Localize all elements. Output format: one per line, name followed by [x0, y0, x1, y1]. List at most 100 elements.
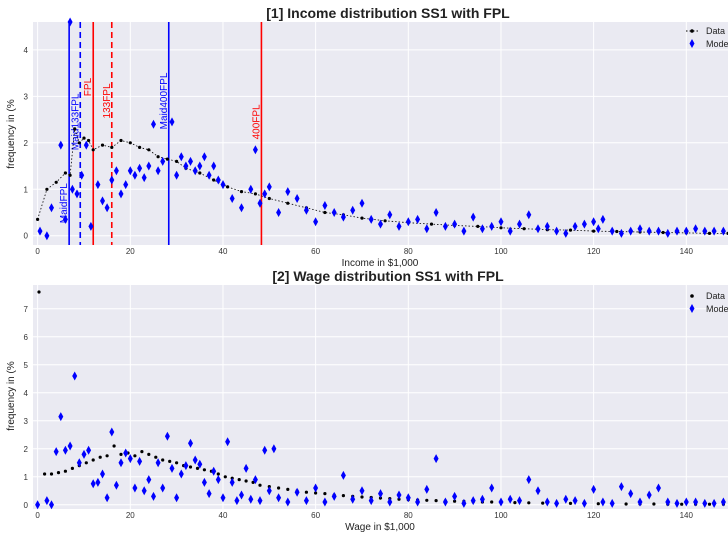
mode-point [637, 224, 643, 234]
mode-point [67, 441, 73, 451]
data-point [624, 502, 628, 506]
mode-point [303, 496, 309, 506]
mode-point [81, 449, 87, 459]
mode-point [197, 459, 203, 469]
data-point [212, 178, 216, 182]
mode-point [618, 228, 624, 238]
mode-point [609, 498, 615, 508]
mode-point [461, 498, 467, 508]
mode-point [498, 497, 504, 507]
y-tick-label: 3 [24, 92, 29, 101]
data-point [253, 192, 257, 196]
mode-point [396, 490, 402, 500]
mode-point [276, 493, 282, 503]
mode-point [433, 208, 439, 217]
data-point [175, 461, 179, 465]
mode-point [452, 491, 458, 501]
mode-point [646, 490, 652, 500]
mode-point [88, 221, 94, 231]
mode-point [58, 140, 64, 150]
mode-point [104, 203, 110, 213]
mode-point [35, 500, 41, 510]
data-point [596, 502, 600, 506]
y-tick-label: 3 [24, 417, 29, 426]
mode-point [683, 226, 689, 236]
data-point [267, 196, 271, 201]
mode-point [174, 170, 180, 180]
mode-point [62, 445, 68, 455]
mode-point [188, 156, 193, 166]
mode-point [544, 497, 550, 507]
mode-point [211, 161, 217, 171]
mode-point [368, 214, 374, 224]
mode-point [248, 184, 254, 194]
mode-point [248, 494, 254, 504]
data-point [429, 222, 434, 226]
mode-point [720, 226, 726, 236]
mode-point [600, 497, 606, 507]
mode-point [178, 152, 184, 162]
data-point [425, 498, 429, 502]
mode-point [595, 224, 601, 234]
mode-point [285, 497, 291, 507]
mode-point [693, 497, 699, 507]
mode-point [215, 475, 221, 485]
data-point [147, 452, 151, 456]
data-point [87, 138, 91, 143]
data-point [527, 501, 531, 505]
data-point [43, 472, 47, 476]
mode-point [58, 412, 64, 422]
mode-point [169, 463, 175, 473]
mode-point [201, 477, 207, 487]
data-point [360, 495, 364, 499]
mode-point [72, 371, 78, 381]
mode-point [711, 226, 717, 236]
mode-point [396, 221, 402, 231]
mode-point [146, 475, 152, 485]
mode-point [53, 447, 59, 457]
x-tick-label: 140 [680, 247, 694, 256]
data-point [168, 459, 172, 463]
x-axis-label: Income in $1,000 [342, 258, 419, 269]
mode-point [109, 175, 115, 185]
legend-data-marker [690, 29, 694, 33]
y-tick-label: 1 [24, 185, 29, 194]
mode-point [461, 226, 467, 236]
mode-point [415, 214, 421, 224]
mode-point [563, 494, 569, 504]
plot-background [33, 285, 728, 509]
x-tick-label: 100 [494, 247, 508, 256]
y-tick-label: 2 [24, 445, 29, 454]
mode-point [702, 498, 708, 508]
data-point [341, 494, 345, 498]
x-tick-label: 60 [311, 511, 320, 520]
data-point [680, 502, 684, 506]
data-point [541, 501, 545, 505]
mode-point [322, 497, 328, 507]
mode-point [151, 491, 156, 501]
data-point [661, 230, 665, 235]
data-point [98, 455, 102, 459]
x-tick-label: 80 [404, 247, 413, 256]
mode-point [683, 497, 689, 507]
mode-point [44, 231, 50, 241]
mode-point [197, 161, 203, 171]
mode-point [368, 496, 374, 506]
mode-point [285, 187, 291, 197]
mode-point [628, 489, 634, 499]
mode-point [517, 219, 522, 229]
data-point [198, 171, 202, 175]
mode-point [192, 166, 198, 176]
data-point [286, 487, 290, 491]
mode-point [405, 217, 411, 227]
mode-point [220, 493, 226, 503]
mode-point [174, 493, 180, 503]
mode-point [665, 497, 671, 507]
mode-point [192, 455, 198, 465]
mode-point [572, 221, 578, 231]
mode-point [37, 226, 43, 236]
mode-point [262, 189, 268, 199]
data-point [383, 219, 387, 223]
mode-point [563, 228, 569, 238]
data-point [251, 480, 255, 484]
